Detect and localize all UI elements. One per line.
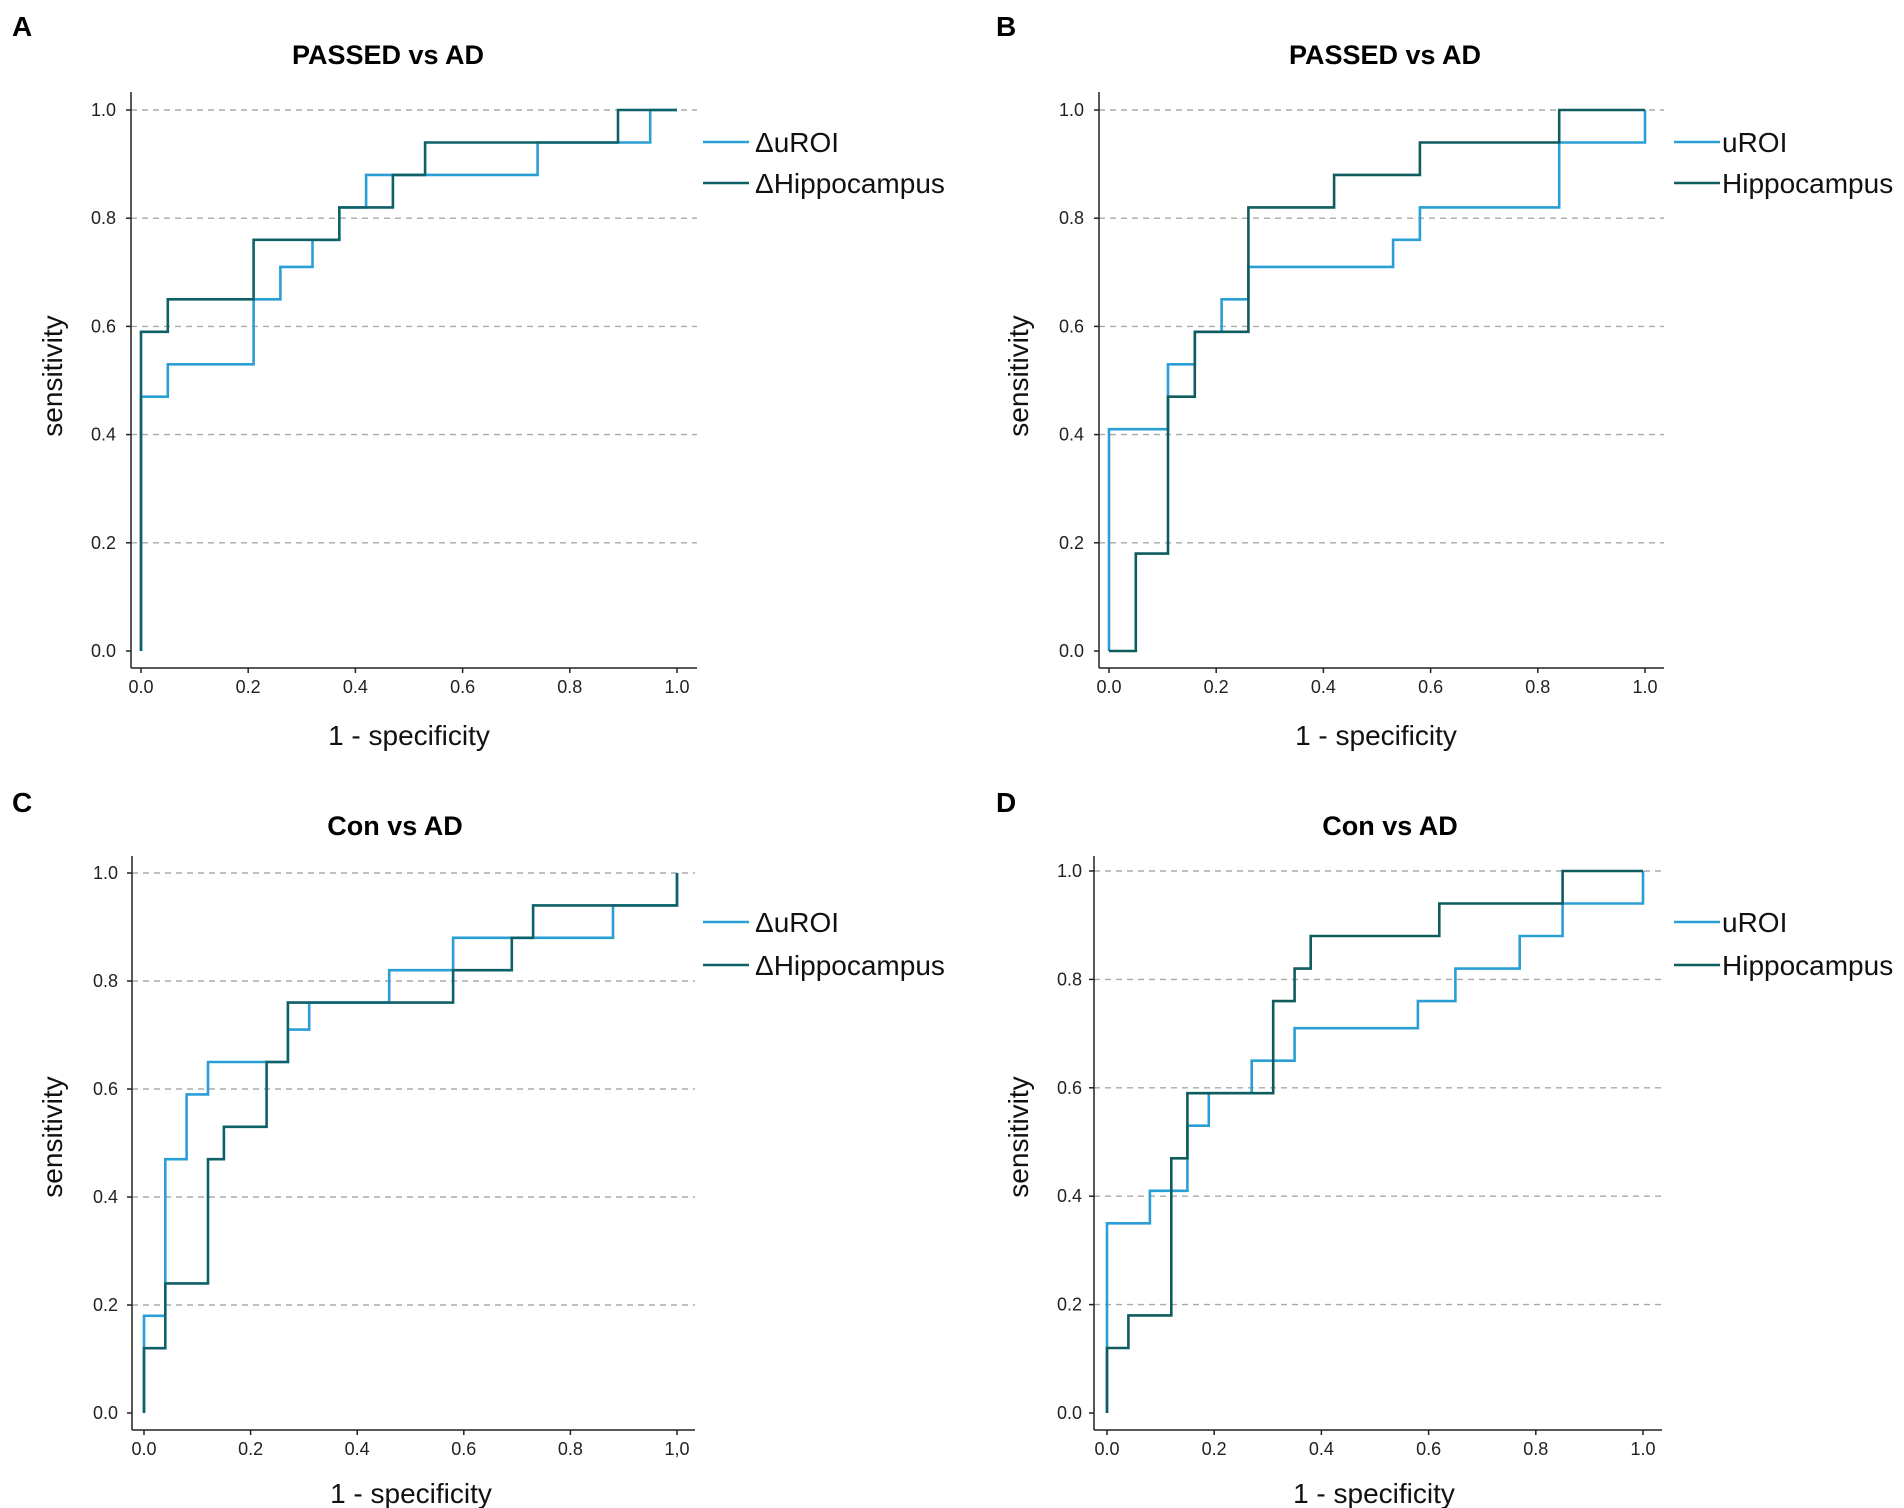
roc-curve-b-uroi: [1107, 110, 1647, 651]
x-tick-label-a-1: 0.2: [236, 677, 261, 697]
y-tick-label-b-3: 0.6: [1059, 316, 1084, 336]
legend-label-a-uroi: ΔuROI: [755, 127, 839, 158]
panel-letter-a: A: [12, 11, 32, 42]
y-tick-label-b-0: 0.0: [1059, 641, 1084, 661]
y-axis-label-b: sensitivity: [1003, 315, 1034, 436]
y-tick-label-a-5: 1.0: [91, 100, 116, 120]
chart-title-c: Con vs AD: [327, 811, 463, 841]
roc-curve-a-hippocampus: [139, 108, 677, 651]
roc-curve-c-hippocampus: [142, 873, 679, 1413]
x-tick-label-b-3: 0.6: [1418, 677, 1443, 697]
y-tick-label-d-5: 1.0: [1057, 861, 1082, 881]
x-axis-label-c: 1 - specificity: [330, 1478, 492, 1508]
x-tick-label-b-2: 0.4: [1311, 677, 1336, 697]
y-tick-label-b-4: 0.8: [1059, 208, 1084, 228]
x-tick-label-b-0: 0.0: [1096, 677, 1121, 697]
chart-title-b: PASSED vs AD: [1289, 40, 1481, 70]
x-tick-label-a-0: 0.0: [128, 677, 153, 697]
legend-label-c-hippocampus: ΔHippocampus: [755, 950, 945, 981]
panel-c: C Con vs AD 0.0 0.2 0.4 0.6 0.8 1.0 0.0 0.2 0.4 0.6…: [12, 787, 945, 1508]
x-tick-label-a-3: 0.6: [450, 677, 475, 697]
roc-curve-d-uroi: [1105, 871, 1645, 1413]
y-tick-label-b-1: 0.2: [1059, 533, 1084, 553]
chart-title-d: Con vs AD: [1322, 811, 1458, 841]
y-tick-label-d-4: 0.8: [1057, 969, 1082, 989]
y-tick-label-a-1: 0.2: [91, 533, 116, 553]
panel-a: A PASSED vs AD 0.0 0.2 0.4 0.6 0.8 1.0 0.0 0.2 0.4…: [12, 11, 945, 751]
legend-label-d-hippocampus: Hippocampus: [1722, 950, 1893, 981]
legend-label-b-uroi: uROI: [1722, 127, 1787, 158]
y-tick-label-d-2: 0.4: [1057, 1186, 1082, 1206]
y-tick-label-d-1: 0.2: [1057, 1295, 1082, 1315]
y-tick-label-a-4: 0.8: [91, 208, 116, 228]
x-tick-label-a-5: 1.0: [664, 677, 689, 697]
x-axis-label-d: 1 - specificity: [1293, 1478, 1455, 1508]
x-axis-label-b: 1 - specificity: [1295, 720, 1457, 751]
chart-title-a: PASSED vs AD: [292, 40, 484, 70]
x-tick-label-d-0: 0.0: [1094, 1439, 1119, 1459]
panel-letter-c: C: [12, 787, 32, 818]
x-tick-label-b-5: 1.0: [1632, 677, 1657, 697]
y-tick-label-c-1: 0.2: [93, 1295, 118, 1315]
x-tick-label-d-1: 0.2: [1202, 1439, 1227, 1459]
x-tick-label-a-4: 0.8: [557, 677, 582, 697]
legend-label-c-uroi: ΔuROI: [755, 907, 839, 938]
roc-curve-c-uroi: [142, 873, 679, 1413]
x-tick-label-d-3: 0.6: [1416, 1439, 1441, 1459]
legend-label-b-hippocampus: Hippocampus: [1722, 168, 1893, 199]
x-tick-label-c-5: 1,0: [664, 1439, 689, 1459]
panel-letter-b: B: [996, 11, 1016, 42]
roc-curve-b-hippocampus: [1109, 108, 1645, 653]
x-tick-label-d-2: 0.4: [1309, 1439, 1334, 1459]
y-axis-label-c: sensitivity: [37, 1076, 68, 1197]
y-tick-label-c-0: 0.0: [93, 1403, 118, 1423]
y-axis-label-d: sensitivity: [1003, 1076, 1034, 1197]
y-tick-label-d-3: 0.6: [1057, 1078, 1082, 1098]
x-tick-label-b-4: 0.8: [1525, 677, 1550, 697]
x-tick-label-b-1: 0.2: [1204, 677, 1229, 697]
roc-curve-d-hippocampus: [1105, 869, 1643, 1413]
legend-label-a-hippocampus: ΔHippocampus: [755, 168, 945, 199]
roc-curve-a-uroi: [139, 108, 677, 651]
y-tick-label-b-2: 0.4: [1059, 425, 1084, 445]
panel-b: B PASSED vs AD 0.0 0.2 0.4 0.6 0.8 1.0 0.0 0.2 0.4…: [996, 11, 1893, 751]
x-tick-label-a-2: 0.4: [343, 677, 368, 697]
x-tick-label-c-4: 0.8: [558, 1439, 583, 1459]
x-tick-label-c-3: 0.6: [451, 1439, 476, 1459]
y-tick-label-c-4: 0.8: [93, 971, 118, 991]
x-tick-label-c-2: 0.4: [345, 1439, 370, 1459]
y-tick-label-d-0: 0.0: [1057, 1403, 1082, 1423]
y-tick-label-a-0: 0.0: [91, 641, 116, 661]
y-tick-label-b-5: 1.0: [1059, 100, 1084, 120]
y-axis-label-a: sensitivity: [37, 315, 68, 436]
legend-label-d-uroi: uROI: [1722, 907, 1787, 938]
y-tick-label-c-5: 1.0: [93, 863, 118, 883]
y-tick-label-c-3: 0.6: [93, 1079, 118, 1099]
panel-letter-d: D: [996, 787, 1016, 818]
x-tick-label-c-1: 0.2: [238, 1439, 263, 1459]
x-axis-label-a: 1 - specificity: [328, 720, 490, 751]
y-tick-label-a-2: 0.4: [91, 425, 116, 445]
y-tick-label-a-3: 0.6: [91, 316, 116, 336]
panel-d: D Con vs AD 0.0 0.2 0.4 0.6 0.8 1.0 0.0 0.2 0.4 0.6…: [996, 787, 1893, 1508]
x-tick-label-d-4: 0.8: [1523, 1439, 1548, 1459]
x-tick-label-c-0: 0.0: [131, 1439, 156, 1459]
y-tick-label-c-2: 0.4: [93, 1187, 118, 1207]
x-tick-label-d-5: 1.0: [1630, 1439, 1655, 1459]
